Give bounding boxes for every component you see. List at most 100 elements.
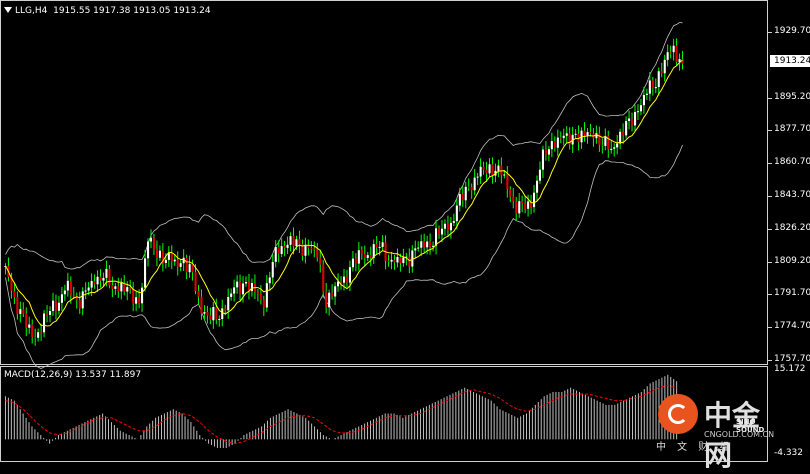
candle-body [360,250,363,255]
candle-body [203,312,206,314]
chart-canvas [4,22,684,448]
candle-body [678,59,681,63]
candle-body [408,256,411,267]
candle-body [541,149,544,170]
candle-body [224,308,227,311]
candle-body [607,136,610,150]
candle-body [598,133,601,145]
candle-body [93,281,96,285]
candle-body [559,137,562,139]
price-chart-panel[interactable] [0,0,768,365]
candle-body [322,264,325,292]
candle-body [167,252,170,260]
candle-body [550,141,553,150]
candle-body [99,276,102,281]
candle-body [583,130,586,136]
candle-body [256,292,259,294]
candle-body [467,186,470,188]
candle-body [173,259,176,262]
candle-body [473,177,476,191]
candle-body [123,283,126,292]
candle-body [485,169,488,174]
candle-body [105,268,108,278]
candle-body [96,276,99,285]
candle-body [31,324,34,337]
macd-signal-line [5,384,677,445]
candle-body [601,144,604,146]
candle-body [396,257,399,263]
candle-body [78,300,81,309]
candle-body [446,223,449,231]
candle-body [247,282,250,291]
candle-body [245,282,248,284]
candle-body [429,241,432,247]
candle-body [443,223,446,229]
watermark-cn-text: 中 文 财 经 [656,442,734,453]
candle-body [672,45,675,53]
price-axis-label: 1860.70 [774,157,810,168]
candle-body [259,293,262,300]
candle-body [111,285,114,289]
candle-body [417,247,420,249]
candle-body [345,276,348,283]
candle-body [536,180,539,193]
bollinger-lower-line [5,144,683,369]
price-axis-tick [768,228,772,230]
candle-body [126,287,129,292]
candle-body [538,169,541,181]
price-axis-tick [768,360,772,361]
candle-body [337,281,340,287]
candle-body [155,248,158,258]
candle-body [158,250,161,258]
candle-body [669,52,672,54]
candle-body [313,248,316,250]
candle-body [589,132,592,134]
candle-body [227,297,230,311]
candle-body [556,137,559,148]
candle-body [176,259,179,267]
candle-body [301,244,304,256]
candle-body [271,261,274,278]
candle-body [402,257,405,264]
candle-body [500,165,503,176]
candle-body [527,201,530,209]
cngold-logo-icon [658,394,698,434]
price-axis-label: 1929.70 [774,26,810,36]
candle-body [595,133,598,139]
candle-body [117,286,120,292]
watermark: 中金网 SINO SOUND CNGOLD.COM.CN 中 文 财 经 [652,390,774,472]
candle-body [488,164,491,174]
candle-body [381,242,384,247]
watermark-url: CNGOLD.COM.CN [704,430,775,439]
candle-body [663,59,666,74]
candle-body [399,257,402,264]
candle-body [69,280,72,296]
candle-body [120,283,123,292]
price-axis-label: 1809.20 [774,255,810,266]
candle-body [250,283,253,292]
price-axis[interactable]: 1929.70 1895.20 1877.70 1860.70 1843.70 1826.… [768,0,810,462]
candle-body [521,201,524,204]
candle-body [610,148,613,150]
candle-body [619,131,622,144]
candle-body [628,118,631,121]
candle-body [622,131,625,136]
candle-body [206,312,209,316]
candle-body [636,111,639,113]
candle-body [280,246,283,254]
candle-body [438,228,441,235]
candle-body [22,309,25,314]
dropdown-triangle-icon[interactable] [4,7,12,13]
candle-body [613,147,616,149]
candle-body [262,300,265,308]
candle-body [328,292,331,308]
candle-body [307,245,310,249]
candle-body [286,244,289,248]
candle-body [660,71,663,74]
candle-body [574,133,577,135]
price-axis-label: 1877.70 [774,124,810,135]
candle-body [37,332,40,338]
candle-body [46,313,49,315]
candle-body [135,297,138,304]
candle-body [25,313,28,328]
